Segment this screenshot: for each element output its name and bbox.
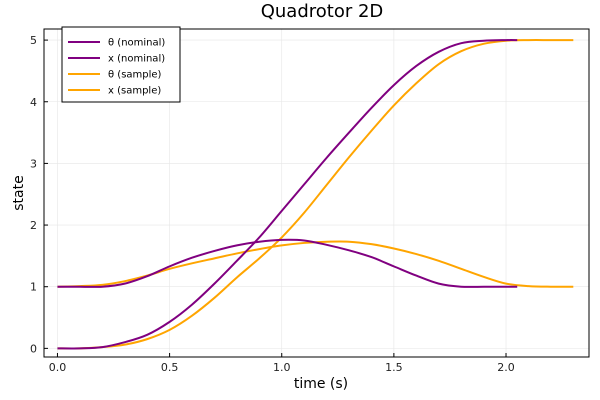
ticks: 0.0 0.5 1.0 1.5 2.0 0 1 2 3 4 5: [30, 34, 515, 374]
y-tick-label: 2: [30, 219, 37, 232]
series-line-0: [57, 238, 518, 288]
legend: θ (nominal) x (nominal) θ (sample) x (sampl…: [61, 26, 181, 103]
x-axis-title: time (s): [294, 376, 348, 392]
legend-label: x (sample): [108, 86, 161, 97]
y-tick-label: 5: [30, 34, 37, 47]
legend-label: x (nominal): [108, 54, 165, 65]
x-tick-label: 1.5: [385, 361, 403, 374]
legend-label: θ (nominal): [108, 38, 165, 49]
plot-frame: [43, 28, 590, 358]
x-tick-label: 0.5: [161, 361, 179, 374]
series-line-3: [57, 39, 574, 350]
lines: [57, 39, 574, 350]
x-tick-label: 2.0: [497, 361, 515, 374]
y-tick-label: 4: [30, 96, 37, 109]
x-tick-label: 0.0: [49, 361, 67, 374]
y-tick-label: 3: [30, 157, 37, 170]
y-tick-label: 1: [30, 281, 37, 294]
legend-label: θ (sample): [108, 70, 162, 81]
x-tick-label: 1.0: [273, 361, 291, 374]
series-line-1: [57, 39, 518, 350]
y-axis-title: state: [11, 175, 27, 210]
chart-title: Quadrotor 2D: [261, 1, 384, 22]
y-tick-label: 0: [30, 342, 37, 355]
